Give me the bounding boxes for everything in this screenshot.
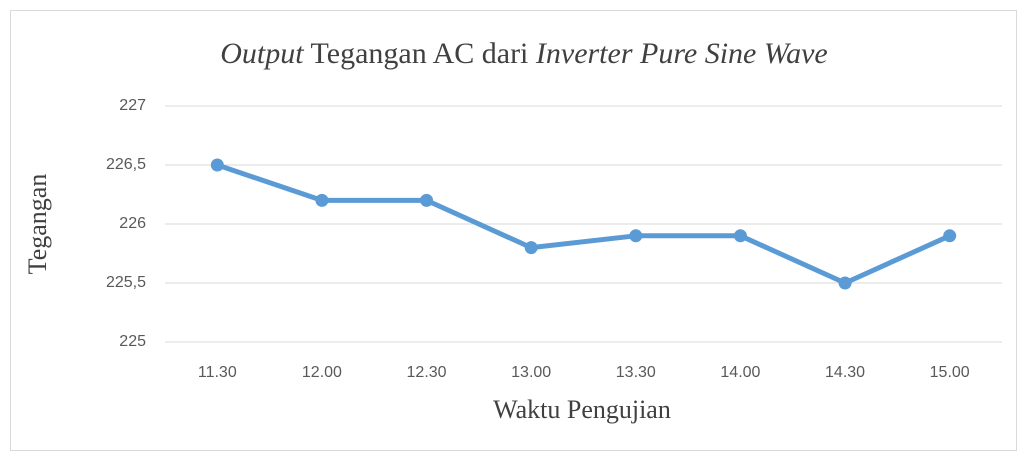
chart-title: Output Tegangan AC dari Inverter Pure Si… bbox=[220, 37, 827, 70]
y-tick-label: 226,5 bbox=[106, 156, 146, 173]
data-point bbox=[838, 276, 852, 290]
chart-border bbox=[10, 10, 1017, 451]
series-line bbox=[216, 162, 951, 286]
data-point bbox=[315, 193, 329, 207]
x-tick-label: 12.30 bbox=[407, 364, 447, 381]
y-tick-label: 225,5 bbox=[106, 274, 146, 291]
data-point bbox=[629, 229, 643, 243]
data-point bbox=[524, 241, 538, 255]
x-tick-label: 15.00 bbox=[930, 364, 970, 381]
title-part: Tegangan AC dari bbox=[304, 37, 536, 70]
x-tick-label: 14.30 bbox=[825, 364, 865, 381]
title-part: Inverter Pure Sine Wave bbox=[535, 37, 828, 70]
x-tick-label: 14.00 bbox=[720, 364, 760, 381]
x-tick-label: 13.30 bbox=[616, 364, 656, 381]
y-tick-label: 225 bbox=[119, 333, 146, 350]
y-axis-label: Tegangan bbox=[23, 174, 52, 275]
y-tick-label: 227 bbox=[119, 97, 146, 114]
data-point bbox=[210, 158, 224, 172]
y-tick-label: 226 bbox=[119, 215, 146, 232]
data-point bbox=[943, 229, 957, 243]
data-point bbox=[733, 229, 747, 243]
x-tick-label: 13.00 bbox=[511, 364, 551, 381]
data-point bbox=[420, 193, 434, 207]
title-part: Output bbox=[220, 37, 304, 70]
x-axis-label: Waktu Pengujian bbox=[493, 395, 671, 424]
x-tick-label: 12.00 bbox=[302, 364, 342, 381]
x-tick-label: 11.30 bbox=[198, 364, 237, 381]
